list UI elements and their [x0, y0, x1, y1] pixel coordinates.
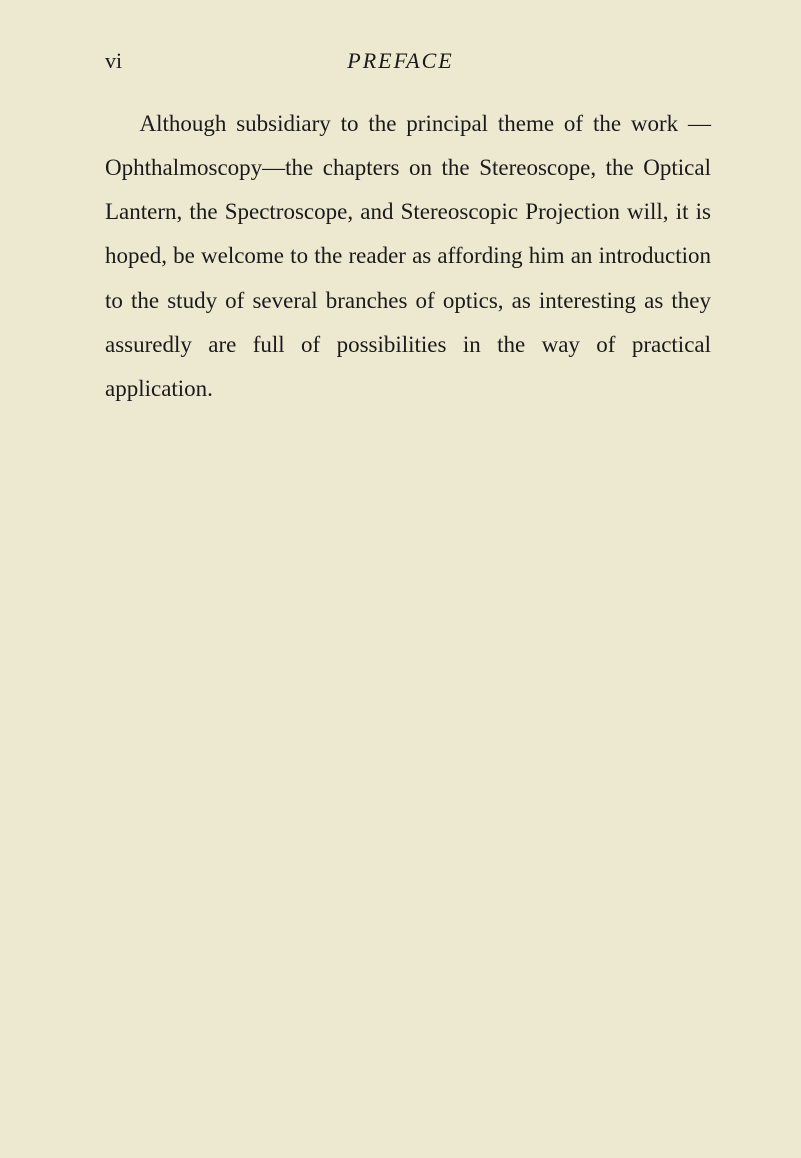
body-text: Although subsidiary to the principal the…: [105, 102, 711, 411]
running-head: PREFACE: [347, 48, 453, 74]
page-container: vi PREFACE Although subsidiary to the pr…: [0, 0, 801, 471]
page-number: vi: [105, 48, 122, 74]
page-header: vi PREFACE: [105, 48, 711, 74]
paragraph: Although subsidiary to the principal the…: [105, 102, 711, 411]
